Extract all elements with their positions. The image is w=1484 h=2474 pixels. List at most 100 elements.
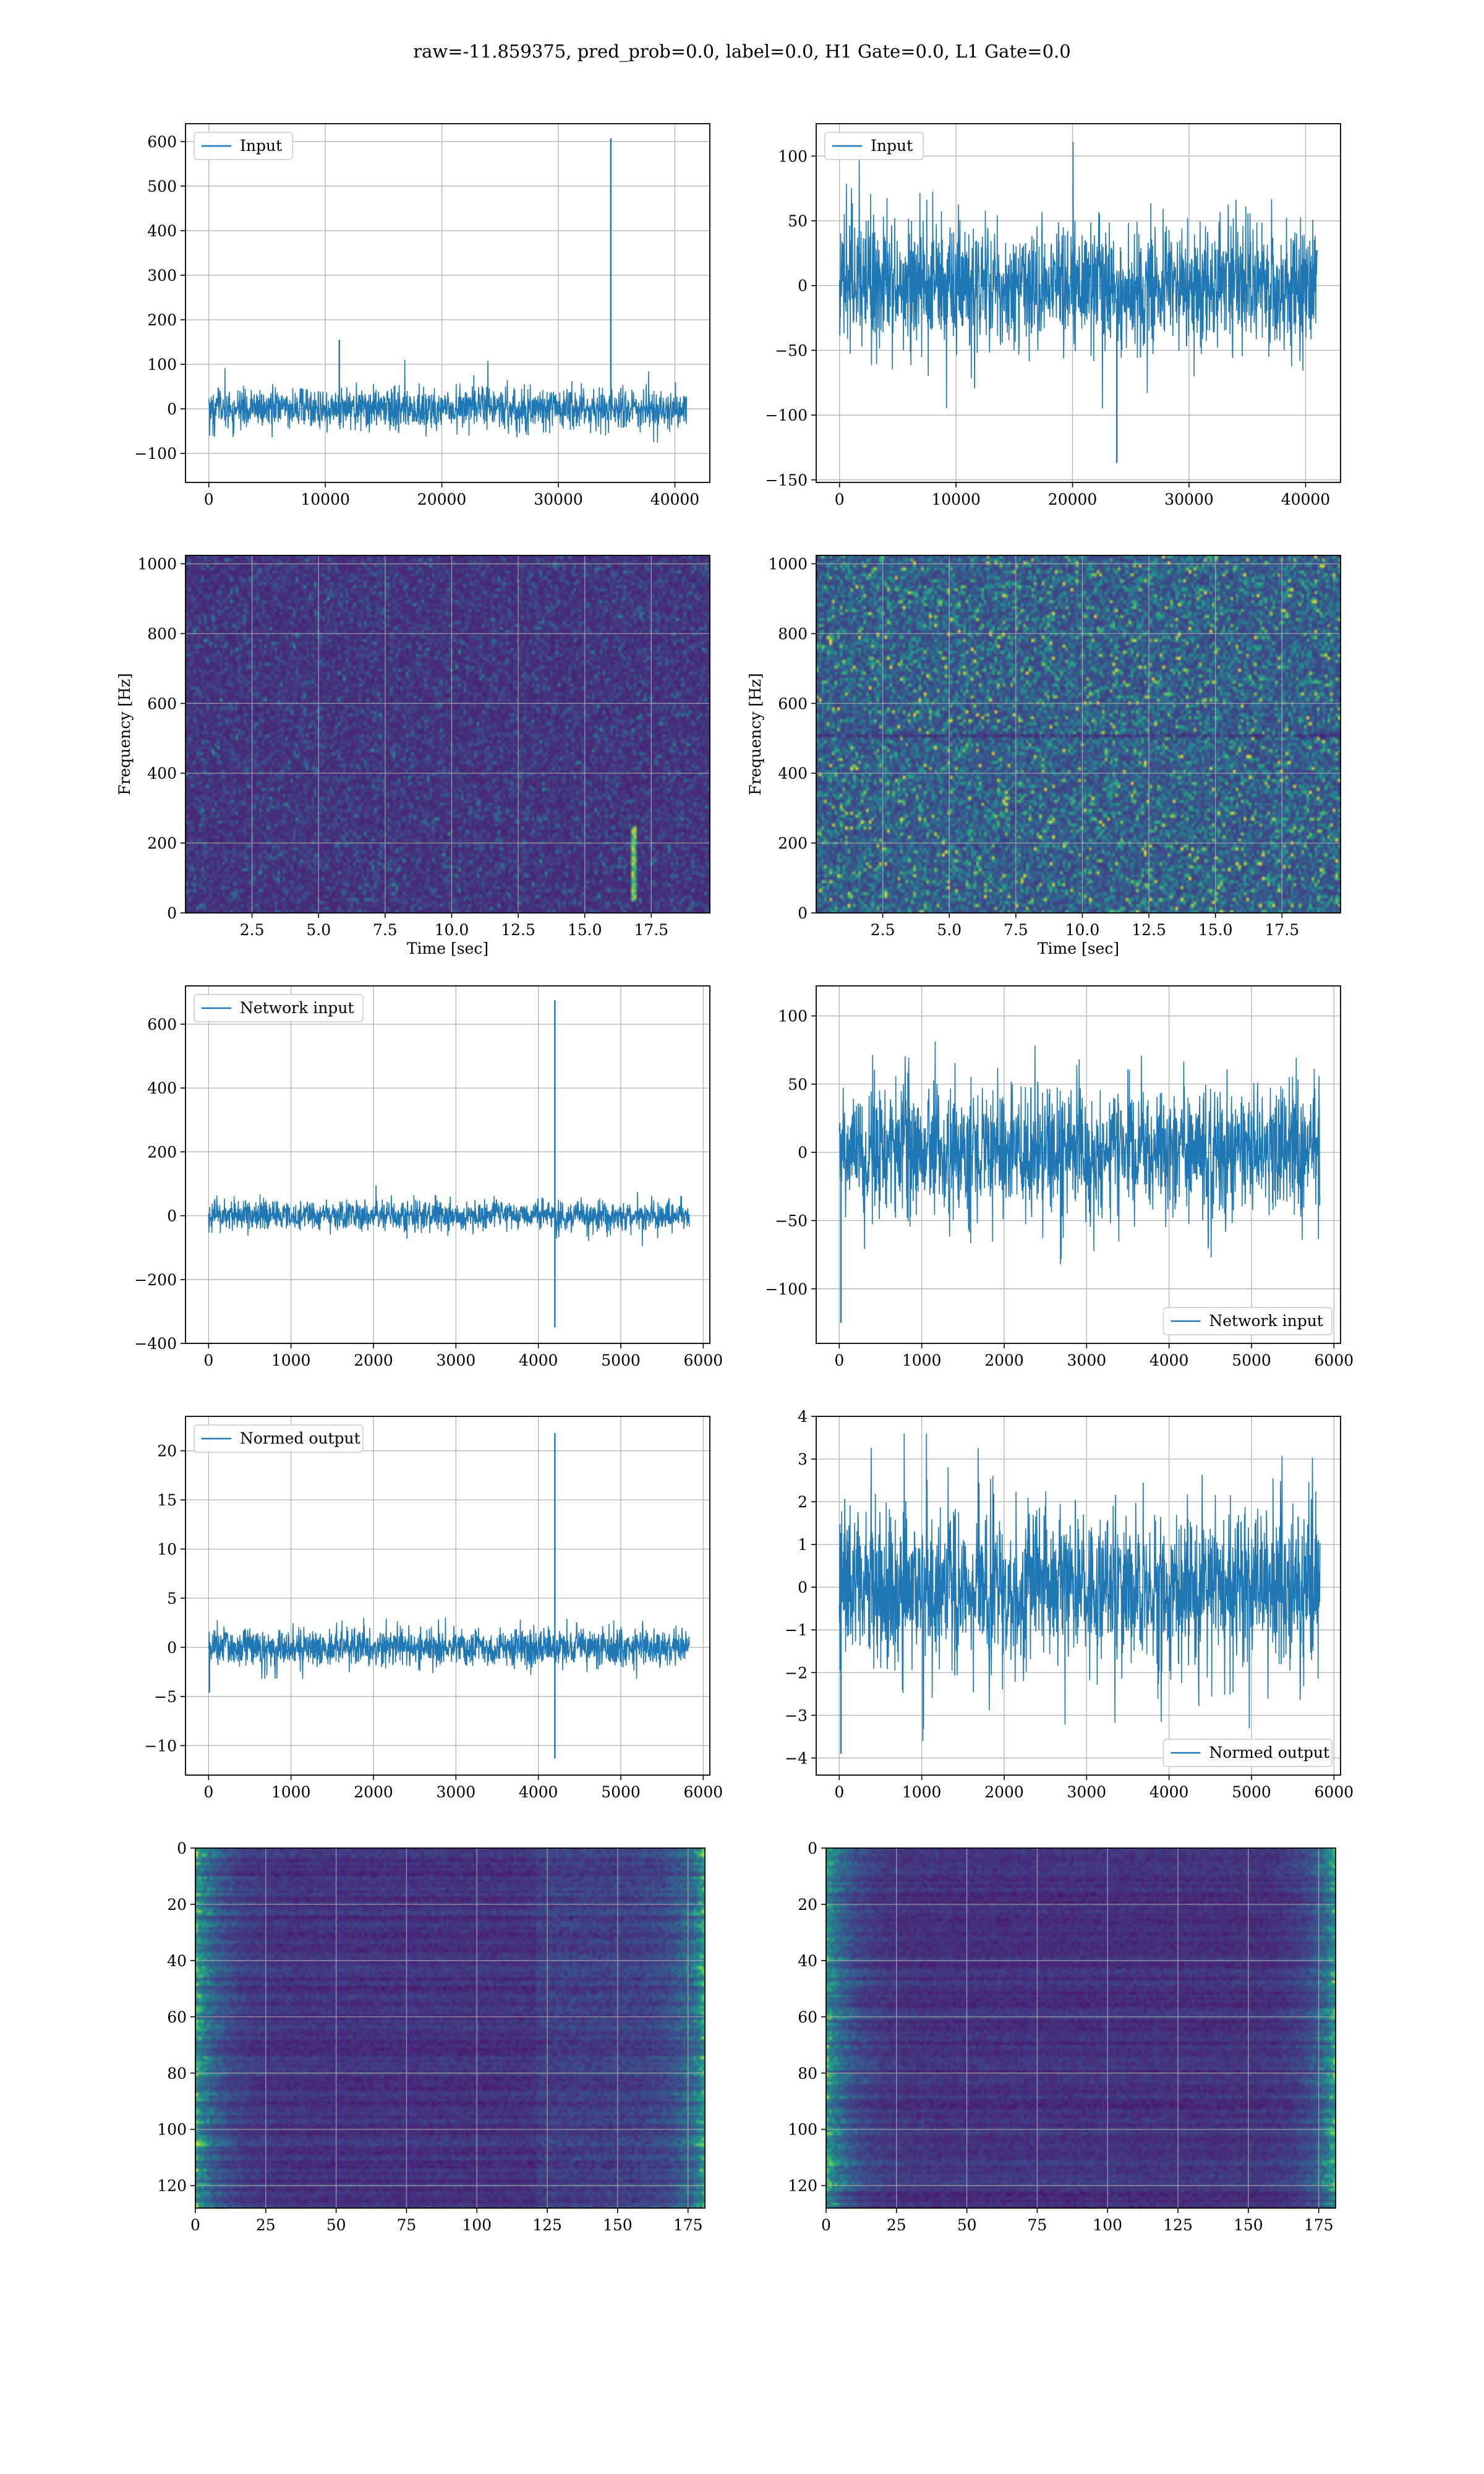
y-tick-label: 100	[157, 2121, 187, 2139]
x-tick-label: 1000	[271, 1783, 311, 1801]
x-tick-label: 5000	[1232, 1351, 1271, 1369]
x-tick-label: 40000	[650, 490, 700, 508]
axes-frame	[816, 123, 1341, 483]
panel-l1-normed-output: 0 1000 2000 3000 4000 5000 6000 −4 −3 −2 −1 0 1 2 3 4 No…	[785, 1408, 1354, 1801]
figure-title: raw=-11.859375, pred_prob=0.0, label=0.0…	[413, 41, 1071, 62]
y-tick-label: 200	[147, 1143, 177, 1161]
x-tick-label: 12.5	[501, 921, 535, 939]
x-tick-label: 10.0	[1065, 921, 1100, 939]
y-tick-label: 20	[798, 1896, 817, 1914]
heatmap-image	[816, 555, 1341, 913]
panel-l1-spectrogram: 2.5 5.0 7.5 10.0 12.5 15.0 17.5 0 200 400 600 800 10…	[746, 555, 1341, 957]
y-tick-label: 500	[147, 178, 177, 195]
panel-h1-input: 0 10000 20000 30000 40000 −100 0 100 200 300 400 50…	[134, 123, 710, 508]
legend-box	[824, 132, 924, 160]
heatmap-image	[195, 1848, 705, 2208]
x-tick-label: 2000	[354, 1783, 393, 1801]
y-tick-label: −50	[775, 341, 808, 359]
x-tick-label: 17.5	[1264, 921, 1299, 939]
x-tick-label: 0	[204, 490, 214, 508]
y-tick-label: 40	[167, 1952, 187, 1970]
x-tick-label: 17.5	[634, 921, 668, 939]
y-tick-label: −100	[134, 445, 177, 463]
x-tick-label: 25	[887, 2216, 906, 2234]
y-axis-label: Frequency [Hz]	[746, 673, 764, 795]
x-tick-label: 7.5	[1004, 921, 1028, 939]
legend: Normed output	[1162, 1739, 1333, 1767]
x-tick-label: 2.5	[871, 921, 895, 939]
x-tick-label: 15.0	[1198, 921, 1233, 939]
x-tick-label: 30000	[534, 490, 583, 508]
grid-lines	[186, 986, 710, 1344]
x-tick-label: 5000	[601, 1351, 641, 1369]
y-tick-label: 200	[147, 834, 177, 852]
legend-label: Network input	[240, 999, 354, 1017]
x-tick-label: 12.5	[1132, 921, 1166, 939]
y-tick-label: −400	[134, 1335, 177, 1353]
y-tick-label: 0	[798, 1578, 808, 1596]
axes-frame	[185, 123, 710, 483]
grid-lines	[186, 124, 710, 482]
x-tick-label: 0	[190, 2216, 200, 2234]
y-tick-label: 0	[167, 400, 177, 418]
x-tick-label: 125	[532, 2216, 562, 2234]
legend: Input	[194, 132, 293, 160]
y-tick-label: 0	[798, 277, 808, 295]
x-tick-label: 4000	[519, 1783, 558, 1801]
series-line-7	[838, 1433, 1321, 1741]
legend-box	[194, 994, 364, 1022]
x-tick-label: 6000	[684, 1783, 723, 1801]
x-tick-label: 0	[821, 2216, 831, 2234]
y-tick-label: −100	[765, 406, 808, 424]
x-tick-label: 0	[203, 1351, 213, 1369]
series-line-1	[838, 142, 1318, 409]
legend-box	[1162, 1739, 1333, 1767]
y-tick-label: 400	[778, 764, 808, 782]
y-tick-label: 600	[147, 133, 177, 151]
y-tick-label: 0	[808, 1839, 817, 1857]
panel-h1-spectrogram: 2.5 5.0 7.5 10.0 12.5 15.0 17.5 0 200 400 600 800 10…	[116, 555, 710, 957]
series-line-4	[208, 1185, 690, 1246]
y-tick-label: 600	[778, 695, 808, 713]
x-tick-label: 25	[256, 2216, 276, 2234]
y-tick-label: −3	[785, 1706, 808, 1724]
y-tick-label: −100	[765, 1280, 808, 1298]
x-tick-label: 2000	[354, 1351, 393, 1369]
legend-label: Normed output	[1209, 1744, 1329, 1761]
y-tick-label: 0	[167, 904, 177, 922]
y-tick-label: 100	[788, 2121, 817, 2139]
legend-label: Input	[871, 137, 913, 155]
x-tick-label: 0	[834, 1783, 844, 1801]
x-tick-label: 20000	[417, 490, 467, 508]
y-tick-label: 600	[147, 695, 177, 713]
axes-frame	[185, 985, 710, 1344]
y-tick-label: 0	[798, 1144, 808, 1162]
x-tick-label: 50	[326, 2216, 346, 2234]
y-tick-label: 800	[778, 625, 808, 643]
x-tick-label: 4000	[1149, 1351, 1189, 1369]
y-tick-label: 120	[788, 2177, 817, 2195]
heatmap-image	[826, 1848, 1336, 2208]
x-tick-label: 125	[1163, 2216, 1193, 2234]
x-tick-label: 4000	[1149, 1783, 1189, 1801]
y-tick-label: 5	[167, 1590, 177, 1607]
legend: Normed output	[194, 1424, 364, 1453]
x-tick-label: 100	[462, 2216, 492, 2234]
y-tick-label: 20	[167, 1896, 187, 1914]
y-tick-label: 20	[157, 1442, 177, 1460]
x-tick-label: 5.0	[937, 921, 962, 939]
y-tick-label: −150	[765, 471, 808, 489]
axes-frame	[195, 1847, 706, 2209]
axes-frame	[816, 1416, 1341, 1776]
x-tick-label: 1000	[271, 1351, 311, 1369]
x-tick-label: 3000	[1067, 1783, 1107, 1801]
y-tick-label: −50	[775, 1212, 808, 1230]
y-tick-label: 300	[147, 267, 177, 285]
x-axis-label: Time [sec]	[1038, 940, 1119, 957]
y-tick-label: 800	[147, 625, 177, 643]
x-tick-label: 7.5	[373, 921, 398, 939]
y-tick-label: 50	[788, 212, 808, 230]
legend-label: Input	[240, 137, 282, 155]
legend-label: Normed output	[240, 1429, 360, 1447]
